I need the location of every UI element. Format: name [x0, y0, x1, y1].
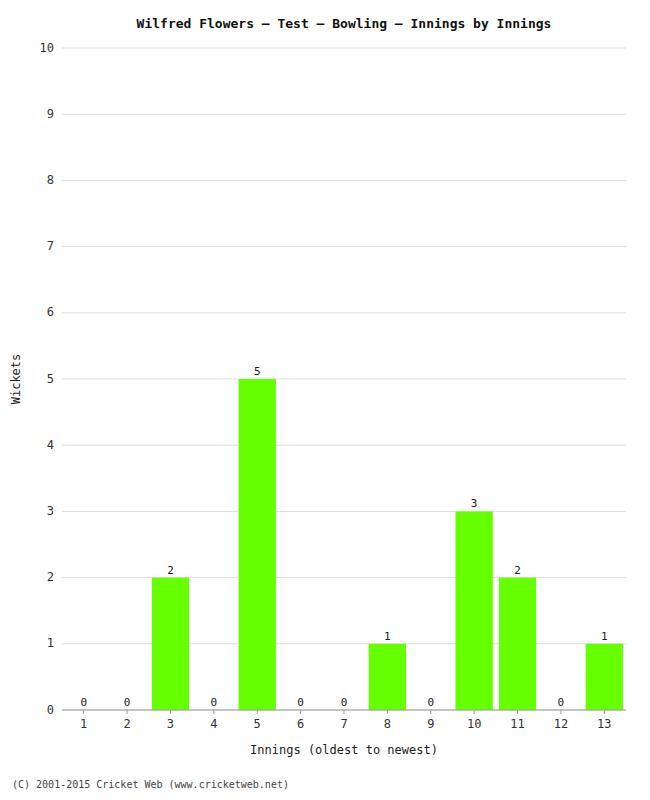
x-tick-label: 4 — [210, 717, 217, 731]
bar — [239, 379, 276, 710]
x-tick — [474, 710, 475, 714]
y-tick-label: 6 — [47, 305, 54, 319]
footer: (C) 2001-2015 Cricket Web (www.cricketwe… — [12, 779, 289, 790]
x-tick — [213, 710, 214, 714]
x-tick-label: 12 — [554, 717, 568, 731]
x-tick — [127, 710, 128, 714]
data-label: 0 — [124, 696, 131, 709]
x-tick — [170, 710, 171, 714]
bar — [586, 644, 623, 710]
x-tick — [344, 710, 345, 714]
y-tick-label: 3 — [47, 504, 54, 518]
grid-line — [62, 180, 626, 181]
x-tick — [387, 710, 388, 714]
x-tick-label: 8 — [384, 717, 391, 731]
data-label: 1 — [601, 630, 608, 643]
data-label: 1 — [384, 630, 391, 643]
grid-line — [62, 48, 626, 49]
bar — [369, 644, 406, 710]
chart: 0123456789100020500103201123456789101112… — [0, 0, 650, 800]
x-tick-label: 11 — [510, 717, 524, 731]
data-label: 2 — [167, 564, 174, 577]
grid-line — [62, 312, 626, 313]
bars — [152, 379, 623, 710]
bar — [455, 511, 492, 710]
x-tick-label: 13 — [597, 717, 611, 731]
x-tick-label: 10 — [467, 717, 481, 731]
chart-container: 0123456789100020500103201123456789101112… — [0, 0, 650, 800]
x-tick-label: 2 — [123, 717, 130, 731]
bar — [152, 578, 189, 710]
y-tick-label: 0 — [47, 703, 54, 717]
y-tick-label: 10 — [40, 41, 54, 55]
y-tick-label: 2 — [47, 570, 54, 584]
data-label: 0 — [211, 696, 218, 709]
data-label: 0 — [80, 696, 87, 709]
y-tick-label: 1 — [47, 636, 54, 650]
y-tick-label: 7 — [47, 239, 54, 253]
y-tick-label: 4 — [47, 438, 54, 452]
grid-line — [62, 246, 626, 247]
grid-line — [62, 577, 626, 578]
x-tick — [517, 710, 518, 714]
grid-line — [62, 445, 626, 446]
data-label: 5 — [254, 365, 261, 378]
data-label: 0 — [341, 696, 348, 709]
y-tick-label: 9 — [47, 107, 54, 121]
x-tick — [83, 710, 84, 714]
grid-line — [62, 643, 626, 644]
x-tick — [560, 710, 561, 714]
x-tick-label: 1 — [80, 717, 87, 731]
x-axis-label: Innings (oldest to newest) — [250, 743, 438, 757]
data-label: 3 — [471, 497, 478, 510]
x-tick — [257, 710, 258, 714]
x-tick — [604, 710, 605, 714]
x-tick-label: 6 — [297, 717, 304, 731]
grid — [62, 48, 626, 710]
title: Wilfred Flowers – Test – Bowling – Innin… — [137, 16, 552, 31]
x-tick-label: 7 — [340, 717, 347, 731]
data-label: 0 — [427, 696, 434, 709]
y-axis-label: Wickets — [9, 354, 23, 405]
y-tick-label: 8 — [47, 173, 54, 187]
x-tick-label: 5 — [254, 717, 261, 731]
x-tick-label: 9 — [427, 717, 434, 731]
data-label: 0 — [297, 696, 304, 709]
data-label: 0 — [558, 696, 565, 709]
x-tick — [300, 710, 301, 714]
data-label: 2 — [514, 564, 521, 577]
x-tick — [430, 710, 431, 714]
y-tick-label: 5 — [47, 372, 54, 386]
grid-line — [62, 114, 626, 115]
x-tick-label: 3 — [167, 717, 174, 731]
bar — [499, 578, 536, 710]
grid-line — [62, 511, 626, 512]
grid-line — [62, 379, 626, 380]
